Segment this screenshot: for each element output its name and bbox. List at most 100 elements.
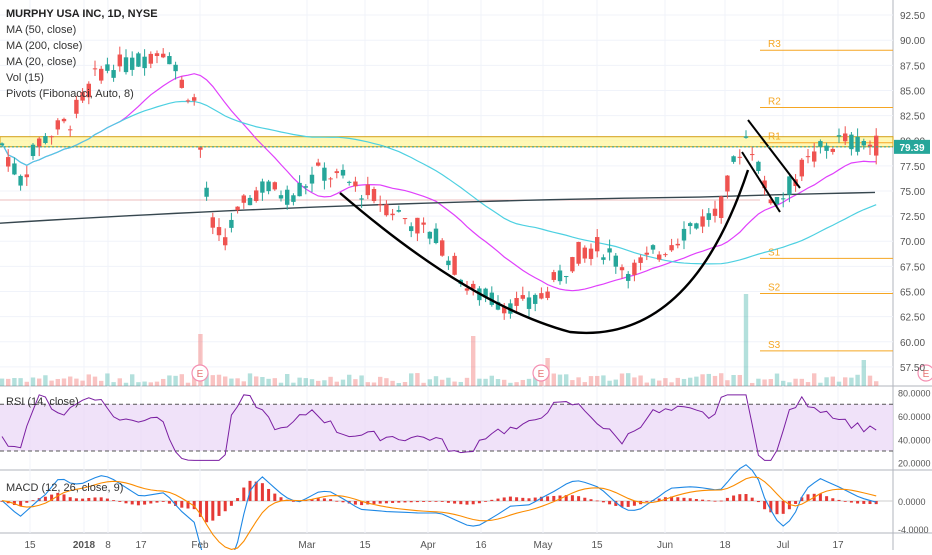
- volume-bar: [179, 374, 184, 386]
- candle-body: [427, 231, 432, 239]
- macd-histogram-bar: [68, 497, 72, 501]
- moving-averages: [0, 73, 877, 292]
- macd-histogram-bar: [781, 501, 785, 514]
- volume-bar: [446, 377, 451, 386]
- candle-body: [415, 217, 420, 234]
- legend-ma20[interactable]: MA (20, close): [6, 56, 77, 68]
- candle-body: [551, 272, 556, 280]
- rsi-legend[interactable]: RSI (14, close): [6, 394, 79, 410]
- volume-bar: [204, 373, 209, 386]
- macd-histogram-bar: [118, 501, 122, 502]
- candle-body: [322, 167, 327, 181]
- price-tick-label: 85.00: [900, 86, 925, 97]
- time-tick-label: May: [534, 540, 553, 550]
- macd-histogram-bar: [831, 498, 835, 501]
- macd-histogram-bar: [546, 496, 550, 501]
- macd-histogram-bar: [577, 496, 581, 501]
- macd-histogram-bar: [428, 501, 432, 502]
- candle-body: [142, 56, 147, 69]
- volume-bar: [768, 379, 773, 386]
- price-tick-label: 87.50: [900, 61, 925, 72]
- volume-bar: [836, 381, 842, 386]
- macd-histogram-bar: [738, 494, 742, 501]
- volume-bar: [719, 373, 724, 386]
- candle-body: [49, 136, 54, 138]
- time-tick-label: 18: [719, 540, 731, 550]
- macd-histogram-bar: [508, 496, 512, 501]
- volume-bar: [607, 380, 612, 386]
- pivot-label-s3: S3: [768, 340, 781, 351]
- candle-body: [719, 196, 724, 219]
- macd-histogram-bar: [614, 501, 618, 506]
- candle-body: [285, 189, 290, 205]
- candle-body: [266, 181, 271, 192]
- volume-bar: [309, 379, 315, 386]
- volume-bar: [185, 382, 191, 386]
- volume-bar: [650, 378, 656, 386]
- ma50-line: [1, 100, 877, 265]
- candle-body: [359, 198, 364, 200]
- volume-bar: [6, 378, 11, 386]
- rsi-line: [1, 394, 877, 461]
- indicator-legend: MURPHY USA INC, 1D, NYSE MA (50, close) …: [6, 6, 158, 102]
- volume-bar: [210, 375, 215, 386]
- candle-body: [650, 245, 656, 250]
- volume-bar: [514, 382, 519, 386]
- candle-body: [297, 182, 302, 197]
- macd-histogram-bar: [818, 493, 822, 501]
- candle-body: [316, 162, 321, 166]
- volume-bar: [824, 377, 829, 386]
- macd-histogram-bar: [242, 487, 246, 501]
- macd-histogram-bar: [775, 501, 779, 515]
- axes: 92.5090.0087.5085.0082.5080.0077.5075.00…: [0, 11, 930, 551]
- legend-pivots[interactable]: Pivots (Fibonacci, Auto, 8): [6, 88, 134, 100]
- pivot-label-s2: S2: [768, 283, 781, 294]
- candle-body: [582, 247, 587, 259]
- macd-histogram-bar: [539, 496, 543, 501]
- candle-body: [421, 222, 426, 225]
- volume-bar: [700, 374, 705, 386]
- macd-legend[interactable]: MACD (12, 26, close, 9): [6, 480, 123, 496]
- volume-bar: [285, 373, 290, 386]
- volume-bar: [533, 377, 538, 386]
- price-tick-label: 92.50: [900, 11, 925, 22]
- candle-body: [446, 260, 451, 266]
- volume-bar: [30, 377, 36, 386]
- volume-bar: [37, 378, 42, 386]
- volume-bar: [384, 378, 389, 386]
- volume-bar: [613, 379, 618, 386]
- volume-bar: [830, 376, 835, 386]
- candle-body: [235, 206, 240, 211]
- candle-body: [836, 135, 842, 137]
- time-tick-label: 17: [832, 540, 844, 550]
- candle-body: [471, 283, 476, 289]
- macd-histogram-bar: [701, 499, 705, 501]
- macd-histogram-bar: [360, 501, 364, 506]
- time-tick-label: Apr: [420, 540, 436, 550]
- volume-bar: [576, 377, 581, 386]
- volume-bar: [390, 380, 395, 386]
- volume-bar: [409, 373, 414, 386]
- legend-ma200[interactable]: MA (200, close): [6, 40, 83, 52]
- volume-bar: [402, 382, 408, 386]
- volume-bar: [223, 376, 228, 386]
- candle-body: [291, 195, 296, 202]
- candle-body: [762, 180, 767, 189]
- volume-bar: [272, 378, 277, 386]
- candle-body: [192, 97, 197, 101]
- volume-bar: [260, 377, 265, 386]
- volume-bar: [471, 336, 476, 386]
- volume-bar: [743, 294, 749, 386]
- volume-bar: [421, 382, 426, 386]
- candle-body: [309, 174, 315, 184]
- volume-bar: [328, 376, 333, 386]
- macd-histogram-bar: [856, 501, 860, 504]
- legend-ma50[interactable]: MA (50, close): [6, 24, 77, 36]
- volume-bar: [92, 376, 98, 386]
- macd-histogram-bar: [496, 498, 500, 501]
- candle-body: [619, 267, 625, 271]
- legend-volume[interactable]: Vol (15): [6, 72, 44, 84]
- macd-histogram-bar: [471, 501, 475, 505]
- candle-body: [657, 254, 662, 260]
